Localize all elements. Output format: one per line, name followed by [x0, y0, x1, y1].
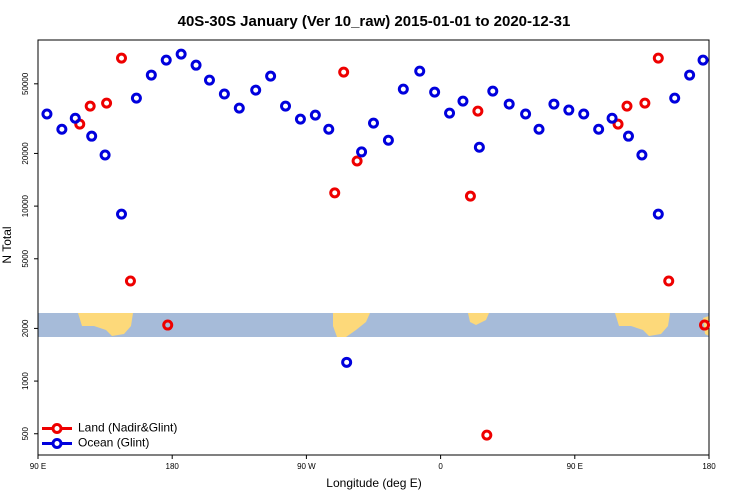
data-point	[464, 190, 476, 202]
x-axis-label: Longitude (deg E)	[326, 476, 421, 490]
data-point	[56, 123, 68, 135]
data-point	[233, 102, 245, 114]
legend-label: Ocean (Glint)	[78, 436, 149, 450]
data-point	[338, 66, 350, 78]
x-tick-label: 180	[166, 462, 180, 471]
data-point	[578, 108, 590, 120]
data-point	[520, 108, 532, 120]
data-point	[351, 155, 363, 167]
x-tick-label: 0	[438, 462, 443, 471]
map-land	[615, 313, 670, 336]
data-point	[639, 97, 651, 109]
data-point	[368, 117, 379, 129]
data-point	[669, 92, 681, 104]
data-point	[382, 134, 394, 146]
data-point	[684, 69, 696, 81]
y-tick-label: 500	[21, 427, 30, 441]
data-point	[41, 108, 53, 120]
data-point	[621, 100, 633, 112]
data-point	[563, 104, 575, 116]
y-tick-label: 2000	[21, 319, 30, 337]
data-point	[190, 59, 202, 71]
map-land	[333, 313, 370, 337]
data-point	[250, 84, 262, 96]
data-point	[280, 100, 292, 112]
x-tick-label: 90 E	[567, 462, 583, 471]
x-tick-label: 90 W	[297, 462, 316, 471]
data-point	[457, 95, 469, 107]
data-point	[593, 123, 605, 135]
data-point	[606, 112, 618, 124]
data-point	[162, 319, 174, 331]
data-point	[309, 109, 321, 121]
data-point	[414, 65, 426, 77]
data-point	[99, 149, 111, 161]
data-point	[663, 275, 675, 287]
chart-title: 40S-30S January (Ver 10_raw) 2015-01-01 …	[178, 13, 571, 30]
data-point	[612, 118, 624, 130]
map-land	[78, 313, 133, 336]
data-point	[84, 100, 96, 112]
legend-label: Land (Nadir&Glint)	[78, 421, 177, 435]
data-point	[356, 146, 368, 158]
plot-frame	[37, 39, 710, 456]
data-point	[697, 54, 709, 66]
data-point	[636, 149, 648, 161]
data-point	[130, 92, 142, 104]
data-point	[487, 85, 499, 97]
data-point	[699, 319, 711, 331]
data-point	[124, 275, 136, 287]
data-point	[323, 123, 335, 135]
y-tick-label: 50000	[21, 72, 30, 95]
data-point	[145, 69, 157, 81]
map-ocean	[38, 313, 709, 337]
data-point	[444, 107, 456, 119]
data-point	[472, 105, 484, 117]
data-point	[160, 54, 172, 66]
data-point	[101, 97, 113, 109]
y-axis-label: N Total	[0, 226, 14, 263]
data-point	[116, 208, 128, 220]
data-point	[503, 98, 515, 110]
legend-marker	[51, 423, 63, 434]
data-point	[116, 52, 128, 64]
y-tick-label: 20000	[21, 142, 30, 165]
map-strip	[38, 313, 709, 337]
data-point	[533, 123, 545, 135]
data-point	[294, 113, 306, 125]
data-point	[429, 86, 441, 98]
data-point	[622, 130, 634, 142]
data-point	[652, 52, 664, 64]
data-point	[218, 88, 230, 100]
data-point	[265, 70, 277, 82]
data-point	[341, 356, 353, 368]
y-tick-label: 10000	[21, 194, 30, 217]
data-point	[203, 74, 215, 86]
data-point	[329, 187, 341, 199]
data-point	[473, 141, 485, 153]
y-tick-label: 1000	[21, 372, 30, 390]
map-land	[468, 313, 489, 325]
x-tick-label: 180	[702, 462, 716, 471]
x-tick-label: 90 E	[30, 462, 46, 471]
data-point	[548, 98, 560, 110]
data-point	[481, 429, 493, 441]
data-point	[86, 130, 98, 142]
data-point	[652, 208, 664, 220]
legend-marker	[51, 438, 63, 449]
data-point	[175, 48, 187, 60]
data-point	[69, 112, 81, 124]
y-tick-label: 5000	[21, 249, 30, 267]
data-point	[397, 83, 409, 95]
